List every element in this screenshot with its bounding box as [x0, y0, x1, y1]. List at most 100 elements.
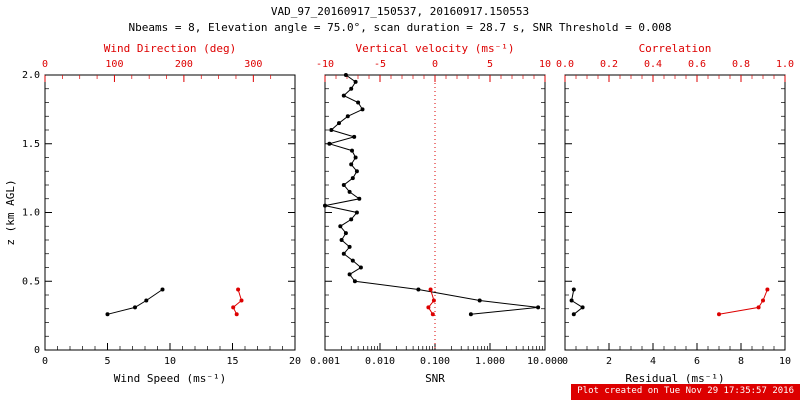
tick-label-bottom: 10.000 [527, 356, 563, 367]
point-residual [569, 298, 574, 303]
tick-label-bottom: 0.001 [310, 356, 340, 367]
point-vertical_velocity [431, 298, 436, 303]
point-snr [341, 251, 346, 256]
tick-label-top: 0.4 [644, 59, 662, 70]
point-wind_direction [236, 287, 241, 292]
tick-label-bottom: 1.000 [475, 356, 505, 367]
tick-label-bottom: 0 [562, 356, 568, 367]
point-snr [327, 141, 332, 146]
point-wind_speed [133, 305, 137, 310]
point-wind_speed [160, 287, 165, 292]
point-vertical_velocity [428, 287, 433, 292]
point-snr [341, 93, 346, 98]
series-wind_direction [232, 289, 243, 315]
point-residual [580, 305, 585, 310]
point-snr [349, 217, 354, 222]
point-snr [343, 73, 348, 77]
point-snr [536, 305, 541, 310]
point-snr [350, 176, 355, 181]
tick-label-top: 0.6 [688, 59, 706, 70]
tick-label-top: 0.2 [600, 59, 618, 70]
tick-label-top: 0.8 [732, 59, 750, 70]
point-snr [341, 183, 346, 187]
tick-label-bottom: 0 [42, 356, 48, 367]
tick-label-bottom: 10 [164, 356, 176, 367]
xaxis-top-title: Vertical velocity (ms⁻¹) [356, 42, 515, 55]
point-snr [358, 265, 363, 270]
point-correlation [765, 287, 770, 292]
point-wind_direction [239, 298, 244, 303]
point-snr [337, 121, 341, 126]
plot-subtitle: Nbeams = 8, Elevation angle = 75.0°, sca… [128, 21, 672, 34]
y-tick-label: 1.0 [22, 208, 40, 219]
point-residual [571, 287, 576, 292]
point-snr [349, 86, 354, 91]
tick-label-bottom: 20 [289, 356, 301, 367]
tick-label-top: 5 [487, 59, 493, 70]
tick-label-bottom: 0.010 [365, 356, 395, 367]
point-snr [477, 298, 482, 303]
point-wind_speed [144, 298, 149, 303]
tick-label-top: 0 [432, 59, 438, 70]
point-correlation [756, 305, 761, 310]
point-wind_direction [234, 312, 239, 317]
point-snr [352, 134, 357, 139]
series-wind_speed [107, 289, 163, 315]
xaxis-bottom-title: Wind Speed (ms⁻¹) [114, 372, 227, 385]
point-snr [468, 312, 473, 317]
y-tick-label: 2.0 [22, 70, 40, 81]
point-snr [347, 272, 352, 277]
series-snr [324, 74, 539, 315]
point-wind_speed [105, 312, 110, 317]
tick-label-bottom: 8 [738, 356, 744, 367]
tick-label-top: 200 [175, 59, 193, 70]
tick-label-bottom: 5 [104, 356, 110, 367]
point-snr [345, 114, 350, 119]
point-vertical_velocity [426, 305, 431, 310]
point-snr [343, 231, 348, 236]
tick-label-bottom: 15 [226, 356, 238, 367]
point-correlation [761, 298, 765, 303]
plot-title: VAD_97_20160917_150537, 20160917.150553 [270, 5, 530, 18]
series-correlation [718, 289, 768, 315]
xaxis-bottom-title: SNR [425, 372, 445, 385]
xaxis-top-title: Correlation [639, 42, 712, 55]
point-snr [360, 107, 365, 112]
point-wind_direction [231, 305, 236, 310]
point-snr [338, 224, 343, 229]
point-snr [356, 100, 361, 105]
xaxis-top-title: Wind Direction (deg) [104, 42, 236, 55]
series-residual [571, 289, 584, 315]
y-tick-label: 0 [34, 345, 40, 356]
point-snr [323, 203, 327, 208]
tick-label-bottom: 2 [606, 356, 612, 367]
point-snr [357, 196, 362, 201]
tick-label-top: 0.0 [556, 59, 574, 70]
point-snr [352, 279, 357, 284]
point-snr [354, 169, 359, 174]
y-tick-label: 1.5 [22, 139, 40, 150]
point-vertical_velocity [430, 312, 435, 317]
panel-snr-vertical-velocity: 0.001 0.010 0.100 1.000 10.000 -10 -5 0 5 10 SNR Ve… [310, 42, 563, 385]
tick-label-bottom: 4 [650, 356, 656, 367]
point-snr [354, 210, 359, 215]
y-tick-label: 0.5 [22, 276, 40, 287]
tick-label-top: 1.0 [776, 59, 794, 70]
xaxis-bottom-title: Residual (ms⁻¹) [625, 372, 724, 385]
tick-label-top: -10 [316, 59, 334, 70]
tick-label-bottom: 6 [694, 356, 700, 367]
point-correlation [717, 312, 721, 317]
plot-stamp: Plot created on Tue Nov 29 17:35:57 2016 [571, 384, 800, 400]
tick-label-top: 10 [539, 59, 551, 70]
tick-label-top: 0 [42, 59, 48, 70]
point-snr [416, 287, 421, 292]
plot-frame [44, 74, 296, 351]
panel-residual-correlation: 0 2 4 6 8 10 0.0 0.2 0.4 0.6 0.8 1.0 Residual (ms⁻¹)… [556, 42, 794, 385]
point-snr [353, 79, 358, 84]
point-snr [349, 162, 354, 167]
tick-label-bottom: 0.100 [420, 356, 450, 367]
tick-label-top: 300 [244, 59, 262, 70]
